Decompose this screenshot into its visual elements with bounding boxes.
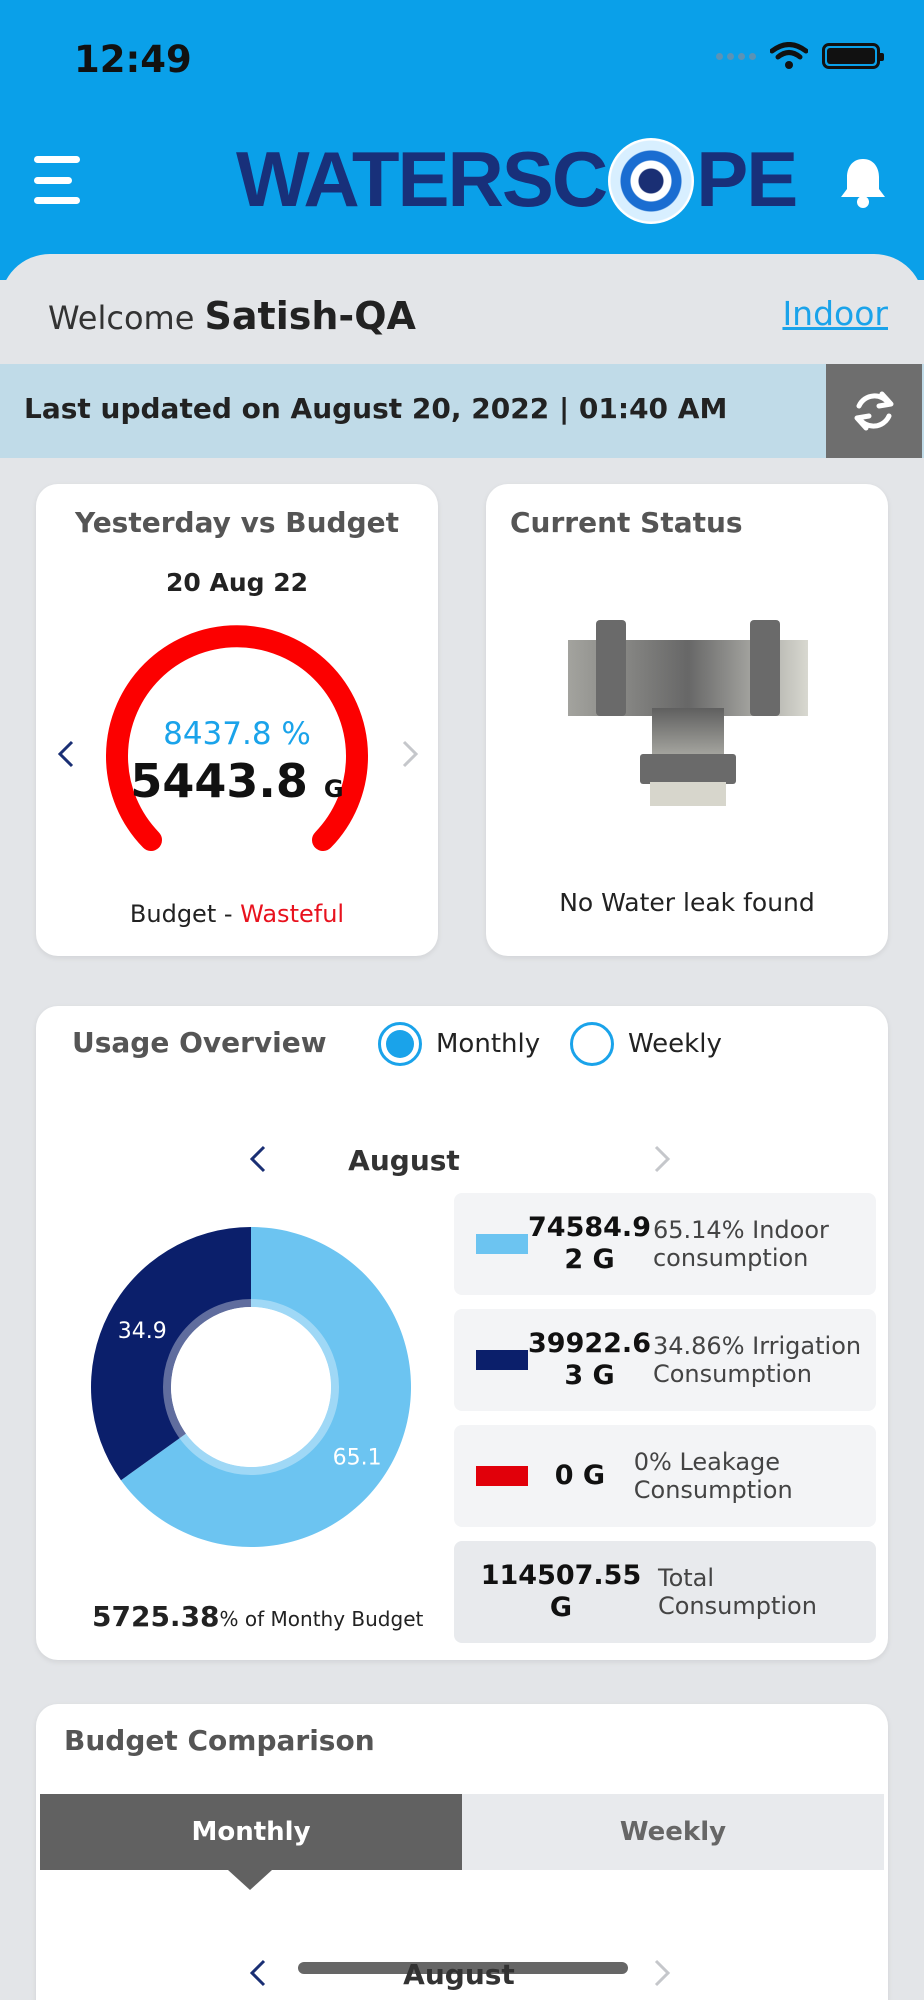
main-content: Welcome Satish-QA Indoor Last updated on… bbox=[0, 254, 924, 2000]
legend-label: 65.14% Indoor consumption bbox=[652, 1216, 829, 1272]
chevron-right-icon[interactable] bbox=[652, 1144, 672, 1174]
usage-month-label: August bbox=[348, 1144, 460, 1177]
chevron-left-icon[interactable] bbox=[248, 1958, 268, 1988]
legend-total: 114507.55 G Total Consumption bbox=[454, 1541, 876, 1643]
legend-value: 0 G bbox=[554, 1460, 606, 1491]
menu-button[interactable] bbox=[34, 156, 84, 204]
logo-droplet-icon bbox=[608, 138, 695, 224]
legend-swatch-indoor bbox=[476, 1234, 528, 1254]
last-updated-bar: Last updated on August 20, 2022 | 01:40 … bbox=[0, 364, 924, 458]
donut-hole bbox=[171, 1307, 331, 1467]
status-time: 12:49 bbox=[74, 38, 192, 81]
legend-indoor: 74584.9 2 G 65.14% Indoor consumption bbox=[454, 1193, 876, 1295]
gauge-percent: 8437.8 % bbox=[163, 716, 311, 752]
budget-comparison-card: Budget Comparison Monthly Weekly August bbox=[36, 1704, 888, 2000]
budget-status: Budget - Wasteful bbox=[129, 900, 345, 928]
yvb-title: Yesterday vs Budget bbox=[74, 506, 400, 539]
status-icons bbox=[716, 42, 884, 70]
cellular-signal-icon bbox=[716, 52, 756, 60]
legend-value: 114507.55 G bbox=[480, 1560, 642, 1623]
current-status-title: Current Status bbox=[510, 506, 743, 539]
legend-value: 39922.6 3 G bbox=[528, 1328, 651, 1391]
donut-slice-irrigation bbox=[91, 1227, 252, 1481]
usage-overview-card: Usage Overview Monthly Weekly August 65.… bbox=[36, 1006, 888, 1660]
legend-swatch-leakage bbox=[476, 1466, 528, 1486]
refresh-icon bbox=[854, 391, 894, 431]
chevron-left-icon[interactable] bbox=[248, 1144, 268, 1174]
battery-icon bbox=[822, 43, 884, 69]
home-indicator[interactable] bbox=[298, 1962, 628, 1974]
yesterday-vs-budget-card: Yesterday vs Budget 20 Aug 22 8437.8 % 5… bbox=[36, 484, 438, 956]
pipe-tee-icon bbox=[568, 620, 808, 806]
usage-overview-title: Usage Overview bbox=[72, 1026, 327, 1059]
chevron-right-icon[interactable] bbox=[652, 1958, 672, 1988]
legend-label: 0% Leakage Consumption bbox=[633, 1448, 793, 1504]
gauge-value: 5443.8 G bbox=[130, 754, 344, 808]
status-message: No Water leak found bbox=[559, 888, 815, 917]
notification-bell-icon[interactable] bbox=[838, 155, 888, 209]
user-name: Satish-QA bbox=[204, 294, 416, 338]
legend-swatch-irrigation bbox=[476, 1350, 528, 1370]
app-header: 12:49 WATERSC PE bbox=[0, 0, 924, 280]
legend-label: 34.86% Irrigation Consumption bbox=[652, 1332, 862, 1388]
donut-label-irrigation: 34.9 bbox=[118, 1319, 167, 1344]
monthly-budget-percent: 5725.38% of Monthy Budget bbox=[92, 1600, 424, 1633]
donut-inner-ring bbox=[163, 1299, 339, 1475]
chevron-left-icon[interactable] bbox=[56, 739, 76, 769]
waterscope-logo: WATERSC PE bbox=[236, 134, 798, 224]
budget-comparison-title: Budget Comparison bbox=[64, 1724, 375, 1757]
legend-label: Total Consumption bbox=[657, 1564, 817, 1620]
wifi-icon bbox=[770, 42, 808, 69]
indoor-link[interactable]: Indoor bbox=[782, 294, 888, 333]
radio-monthly[interactable]: Monthly bbox=[378, 1022, 540, 1066]
donut-label-indoor: 65.1 bbox=[333, 1445, 382, 1470]
donut-slice-indoor bbox=[120, 1227, 411, 1547]
tab-monthly[interactable]: Monthly bbox=[40, 1794, 462, 1890]
welcome-message: Welcome Satish-QA bbox=[48, 294, 416, 338]
chevron-right-icon[interactable] bbox=[400, 739, 420, 769]
legend-irrigation: 39922.6 3 G 34.86% Irrigation Consumptio… bbox=[454, 1309, 876, 1411]
last-updated-text: Last updated on August 20, 2022 | 01:40 … bbox=[24, 392, 728, 425]
legend-leakage: 0 G 0% Leakage Consumption bbox=[454, 1425, 876, 1527]
usage-donut-chart: 65.1 34.9 bbox=[91, 1227, 411, 1547]
legend-value: 74584.9 2 G bbox=[528, 1212, 651, 1275]
radio-weekly[interactable]: Weekly bbox=[570, 1022, 722, 1066]
tab-weekly[interactable]: Weekly bbox=[462, 1794, 884, 1870]
refresh-button[interactable] bbox=[826, 364, 922, 458]
yvb-date: 20 Aug 22 bbox=[165, 568, 309, 597]
current-status-card: Current Status No Water leak found bbox=[486, 484, 888, 956]
budget-gauge bbox=[106, 625, 368, 851]
